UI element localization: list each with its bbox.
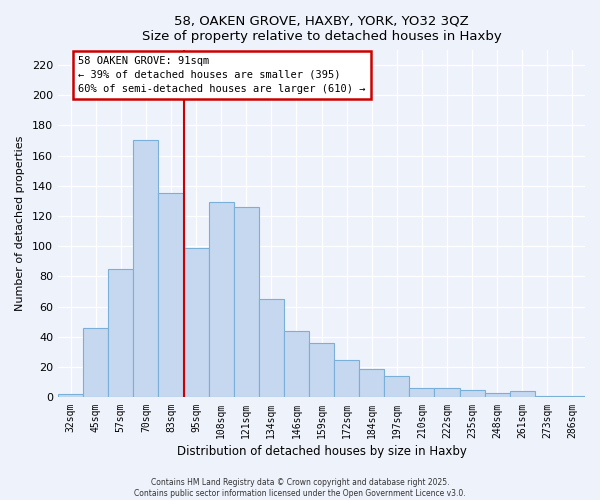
Bar xyxy=(334,360,359,398)
X-axis label: Distribution of detached houses by size in Haxby: Distribution of detached houses by size … xyxy=(176,444,466,458)
Bar xyxy=(58,394,83,398)
Bar xyxy=(309,343,334,398)
Bar xyxy=(535,396,560,398)
Bar xyxy=(560,396,585,398)
Bar xyxy=(259,299,284,398)
Bar xyxy=(384,376,409,398)
Bar xyxy=(460,390,485,398)
Title: 58, OAKEN GROVE, HAXBY, YORK, YO32 3QZ
Size of property relative to detached hou: 58, OAKEN GROVE, HAXBY, YORK, YO32 3QZ S… xyxy=(142,15,502,43)
Bar xyxy=(284,331,309,398)
Y-axis label: Number of detached properties: Number of detached properties xyxy=(15,136,25,312)
Bar xyxy=(434,388,460,398)
Bar xyxy=(409,388,434,398)
Bar xyxy=(108,269,133,398)
Bar xyxy=(133,140,158,398)
Text: Contains HM Land Registry data © Crown copyright and database right 2025.
Contai: Contains HM Land Registry data © Crown c… xyxy=(134,478,466,498)
Bar xyxy=(209,202,234,398)
Bar xyxy=(510,392,535,398)
Bar xyxy=(184,248,209,398)
Text: 58 OAKEN GROVE: 91sqm
← 39% of detached houses are smaller (395)
60% of semi-det: 58 OAKEN GROVE: 91sqm ← 39% of detached … xyxy=(78,56,365,94)
Bar xyxy=(485,393,510,398)
Bar xyxy=(83,328,108,398)
Bar xyxy=(359,368,384,398)
Bar xyxy=(234,207,259,398)
Bar xyxy=(158,194,184,398)
